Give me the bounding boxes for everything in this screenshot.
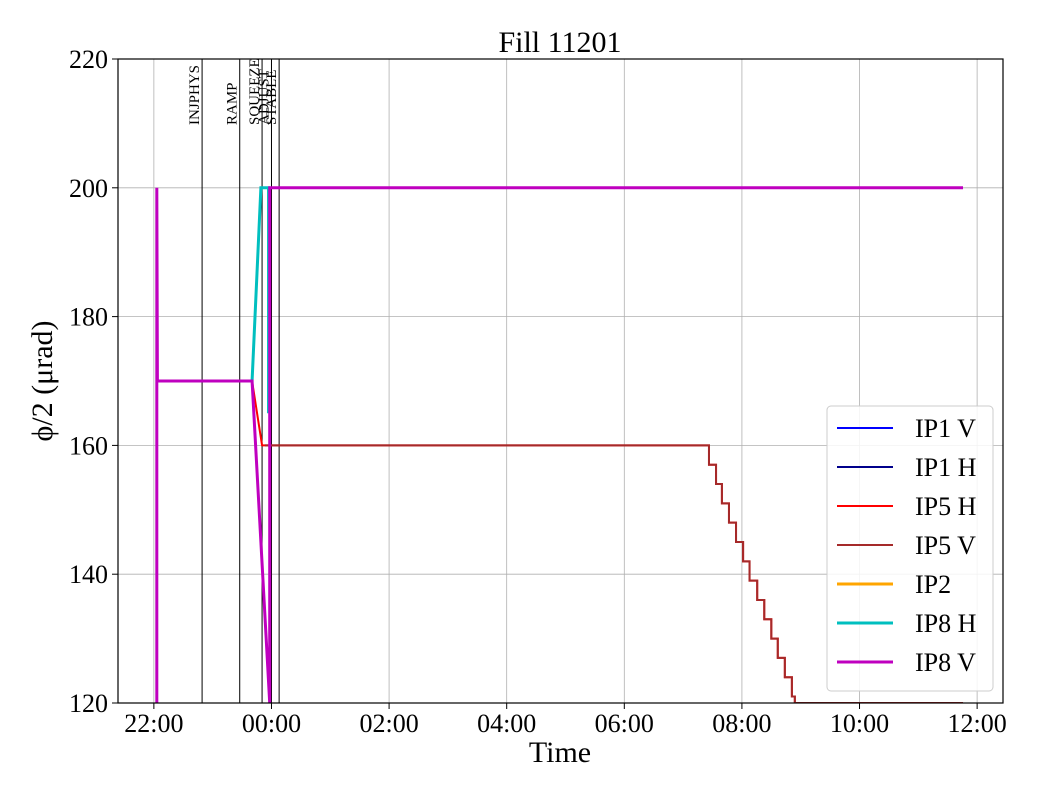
y-tick-label: 200	[69, 174, 108, 203]
legend-label: IP5 H	[915, 492, 977, 521]
legend-label: IP1 V	[915, 414, 976, 443]
legend-label: IP8 H	[915, 609, 977, 638]
x-tick-label: 22:00	[124, 709, 183, 738]
x-tick-label: 06:00	[595, 709, 654, 738]
x-tick-label: 10:00	[830, 709, 889, 738]
legend-label: IP1 H	[915, 453, 977, 482]
x-tick-label: 04:00	[477, 709, 536, 738]
x-tick-label: 08:00	[712, 709, 771, 738]
plot-frame	[117, 58, 1004, 704]
event-label: INJPHYS	[187, 65, 203, 125]
y-tick-label: 180	[69, 303, 108, 332]
y-tick-label: 160	[69, 431, 108, 460]
series-line	[155, 186, 964, 703]
event-label: STABLE	[264, 70, 280, 125]
legend: IP1 V IP1 H IP5 H IP5 V IP2 IP8 H IP8 V	[826, 405, 994, 692]
event-label: ADJUST	[256, 69, 272, 125]
legend-box	[826, 405, 994, 692]
legend-label: IP8 V	[915, 648, 976, 677]
x-tick-label: 02:00	[359, 709, 418, 738]
legend-label: IP2	[915, 570, 951, 599]
x-tick-label: 00:00	[242, 709, 301, 738]
x-tick-label: 12:00	[948, 709, 1007, 738]
y-tick-label: 120	[69, 689, 108, 718]
x-axis-label: Time	[529, 736, 591, 769]
event-label: RAMP	[225, 82, 241, 125]
y-axis-label: ϕ/2 (μrad)	[26, 321, 59, 442]
event-label: SQUEEZE	[247, 58, 263, 125]
series-line	[265, 444, 964, 703]
y-tick-label: 220	[69, 45, 108, 74]
y-tick-label: 140	[69, 560, 108, 589]
chart-title: Fill 11201	[498, 26, 621, 59]
lines	[155, 186, 964, 703]
legend-label: IP5 V	[915, 531, 976, 560]
